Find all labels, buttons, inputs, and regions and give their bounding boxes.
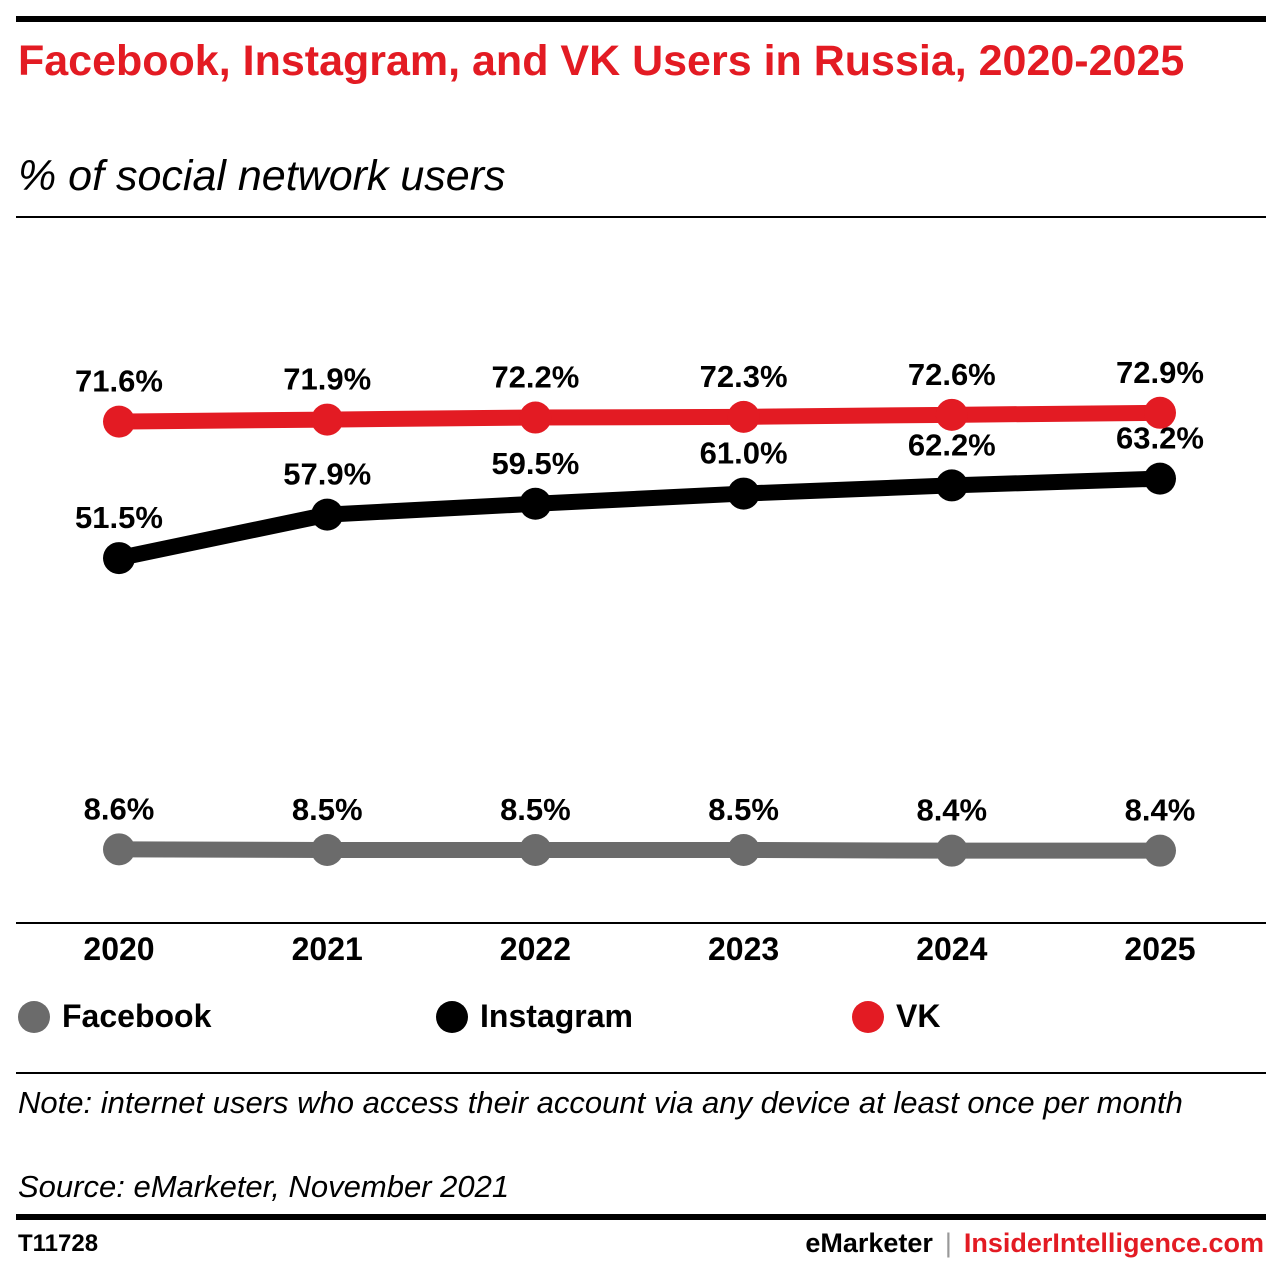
instagram-point-2024	[935, 469, 968, 502]
facebook-legend-swatch	[18, 1000, 50, 1033]
legend-vk-label: VK	[896, 998, 941, 1034]
vk-point-2025	[1144, 396, 1176, 429]
x-tick-label-2022: 2022	[500, 931, 571, 967]
vk-data-label-2021: 71.9%	[283, 362, 371, 397]
x-tick-label-2021: 2021	[292, 931, 363, 967]
facebook-point-2023	[727, 833, 760, 866]
vk-data-label-2025: 72.9%	[1116, 355, 1204, 390]
legend-instagram-label: Instagram	[480, 998, 633, 1034]
vk-data-label-2022: 72.2%	[491, 360, 579, 395]
x-tick-label-2023: 2023	[708, 931, 779, 967]
vk-point-2024	[935, 398, 968, 431]
legend-facebook: Facebook	[18, 998, 211, 1035]
legend-instagram: Instagram	[436, 998, 633, 1035]
chart-source: Source: eMarketer, November 2021	[18, 1169, 510, 1204]
brand-separator: |	[944, 1228, 952, 1258]
instagram-data-label-2024: 62.2%	[908, 427, 996, 462]
facebook-point-2021	[311, 833, 344, 866]
facebook-data-label-2022: 8.5%	[500, 792, 571, 827]
vk-data-label-2020: 71.6%	[75, 364, 163, 399]
vk-point-2022	[519, 401, 552, 434]
x-axis-ticks: 2020 2021 2022 2023 2024 2025	[83, 931, 1195, 967]
facebook-point-2022	[519, 833, 552, 866]
top-rule	[16, 16, 1266, 22]
x-tick-label-2024: 2024	[916, 931, 987, 967]
facebook-data-label-2025: 8.4%	[1125, 793, 1196, 828]
vk-point-2021	[311, 403, 344, 436]
vk-line	[111, 404, 1168, 430]
x-tick-label-2025: 2025	[1124, 931, 1195, 967]
footer-brand: eMarketer | InsiderIntelligence.com	[805, 1228, 1264, 1259]
legend-facebook-label: Facebook	[62, 998, 212, 1034]
facebook-data-label-2024: 8.4%	[916, 793, 987, 828]
vk-data-label-2023: 72.3%	[700, 359, 788, 394]
instagram-point-2025	[1144, 462, 1176, 495]
instagram-point-2022	[519, 487, 552, 520]
facebook-point-2024	[935, 834, 968, 867]
instagram-data-label-2022: 59.5%	[491, 446, 579, 481]
instagram-legend-swatch	[436, 1000, 468, 1033]
facebook-point-2025	[1144, 834, 1176, 867]
x-tick-label-2020: 2020	[83, 931, 154, 967]
instagram-point-2021	[311, 498, 344, 531]
instagram-point-2020	[103, 542, 135, 575]
insider-intelligence-link[interactable]: InsiderIntelligence.com	[963, 1228, 1264, 1258]
series-layer: 8.6% 8.5% 8.5% 8.5% 8.4% 8.4% 51.5% 57.9% 59.5% 6…	[75, 355, 1204, 867]
subtitle-divider	[16, 216, 1266, 218]
facebook-data-label-2023: 8.5%	[708, 792, 779, 827]
facebook-data-label-2020: 8.6%	[84, 791, 155, 826]
instagram-data-label-2020: 51.5%	[75, 500, 163, 535]
legend-vk: VK	[852, 998, 940, 1035]
emarketer-logo: eMarketer	[805, 1228, 933, 1258]
chart-title: Facebook, Instagram, and VK Users in Rus…	[18, 37, 1185, 85]
chart-note: Note: internet users who access their ac…	[18, 1085, 1183, 1120]
facebook-point-2020	[103, 833, 135, 866]
footer-rule	[16, 1214, 1266, 1220]
vk-point-2020	[103, 405, 135, 438]
instagram-line	[111, 470, 1168, 567]
instagram-data-label-2021: 57.9%	[283, 457, 371, 492]
vk-legend-swatch	[852, 1000, 884, 1033]
line-chart: 8.6% 8.5% 8.5% 8.5% 8.4% 8.4% 51.5% 57.9% 59.5% 6…	[16, 355, 1266, 967]
instagram-point-2023	[727, 477, 760, 510]
vk-data-label-2024: 72.6%	[908, 357, 996, 392]
chart-id: T11728	[18, 1230, 99, 1257]
chart-subtitle: % of social network users	[18, 152, 506, 200]
vk-point-2023	[727, 400, 760, 433]
legend-divider	[16, 1072, 1266, 1074]
facebook-data-label-2021: 8.5%	[292, 792, 363, 827]
facebook-line	[111, 841, 1168, 859]
instagram-data-label-2023: 61.0%	[700, 436, 788, 471]
